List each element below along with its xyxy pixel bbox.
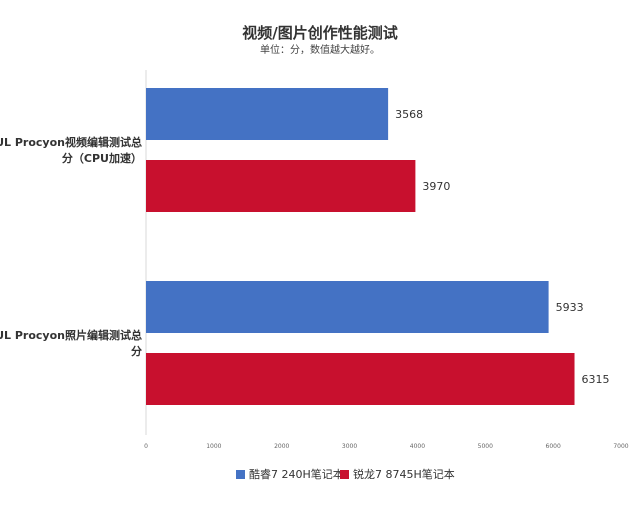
data-label: 3970 — [422, 180, 450, 193]
x-tick-label: 1000 — [206, 443, 221, 450]
bar-2-1 — [146, 160, 416, 212]
legend-label: 酷睿7 240H笔记本 — [249, 467, 344, 481]
category-label: 分 — [131, 344, 142, 358]
x-tick-label: 3000 — [342, 443, 357, 450]
plot-area: 0 1000 2000 3000 4000 5000 6000 7000 3568 3970 UL … — [0, 70, 629, 450]
bar-1-1 — [146, 88, 389, 140]
x-tick-label: 6000 — [546, 443, 561, 450]
legend: 酷睿7 240H笔记本 锐龙7 8745H笔记本 — [236, 467, 455, 481]
legend-swatch-1 — [236, 470, 245, 479]
category-label: UL Procyon照片编辑测试总 — [0, 328, 142, 342]
data-label: 5933 — [556, 301, 584, 314]
data-label: 3568 — [395, 108, 423, 121]
legend-label: 锐龙7 8745H笔记本 — [353, 467, 455, 481]
category-label: UL Procyon视频编辑测试总 — [0, 135, 142, 149]
chart-subtitle: 单位：分，数值越大越好。 — [260, 43, 380, 56]
bar-1-2 — [146, 281, 549, 333]
data-label: 6315 — [582, 373, 610, 386]
x-tick-label: 7000 — [613, 443, 628, 450]
x-tick-label: 4000 — [410, 443, 425, 450]
chart-title: 视频/图片创作性能测试 — [242, 24, 397, 42]
x-tick-label: 0 — [144, 443, 148, 450]
x-tick-label: 2000 — [274, 443, 289, 450]
bar-2-2 — [146, 353, 575, 405]
x-tick-label: 5000 — [478, 443, 493, 450]
legend-swatch-2 — [340, 470, 349, 479]
category-label: 分（CPU加速） — [62, 151, 142, 165]
